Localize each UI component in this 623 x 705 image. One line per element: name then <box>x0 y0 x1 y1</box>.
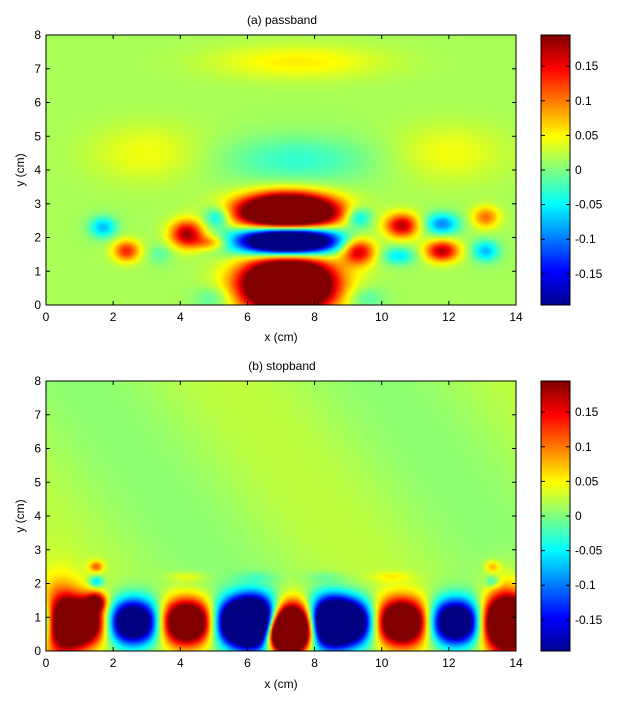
y-tick-label: 3 <box>34 543 41 557</box>
y-tick-label: 1 <box>34 264 41 278</box>
y-tick-label: 4 <box>34 163 41 177</box>
colorbar-tick-label: 0 <box>575 163 582 177</box>
colorbar-tick-label: 0.05 <box>575 128 599 142</box>
y-tick-label: 2 <box>34 577 41 591</box>
colorbar-tick-label: 0.1 <box>575 94 592 108</box>
y-tick-label: 2 <box>34 231 41 245</box>
x-tick-label: 8 <box>311 310 318 324</box>
chart-title: (b) stopband <box>248 359 315 373</box>
y-axis-label: y (cm) <box>13 499 27 532</box>
x-tick-label: 10 <box>375 310 389 324</box>
colorbar-tick-label: -0.05 <box>575 544 603 558</box>
x-tick-label: 2 <box>110 310 117 324</box>
y-tick-label: 3 <box>34 197 41 211</box>
x-tick-label: 2 <box>110 656 117 670</box>
y-tick-label: 4 <box>34 509 41 523</box>
y-axis-label: y (cm) <box>13 153 27 186</box>
x-tick-label: 6 <box>244 656 251 670</box>
colorbar-tick-label: -0.15 <box>575 613 603 627</box>
x-tick-label: 10 <box>375 656 389 670</box>
x-tick-label: 4 <box>177 310 184 324</box>
colorbar <box>540 34 571 306</box>
y-tick-label: 1 <box>34 610 41 624</box>
x-tick-label: 12 <box>442 656 456 670</box>
colorbar-tick-label: 0.1 <box>575 440 592 454</box>
y-tick-label: 0 <box>34 298 41 312</box>
colorbar-ticks: -0.15 -0.1 -0.05 0 0.05 0.1 0.15 <box>541 59 603 281</box>
x-tick-label: 8 <box>311 656 318 670</box>
y-tick-label: 6 <box>34 442 41 456</box>
colorbar-tick-label: -0.1 <box>575 232 596 246</box>
colorbar-tick-label: 0.15 <box>575 405 599 419</box>
chart-title: (a) passband <box>247 13 317 27</box>
y-tick-label: 7 <box>34 408 41 422</box>
colorbar-tick-label: 0 <box>575 509 582 523</box>
x-axis-label: x (cm) <box>264 677 297 691</box>
colorbar-tick-label: -0.15 <box>575 267 603 281</box>
y-tick-label: 5 <box>34 129 41 143</box>
colorbar-ticks: -0.15 -0.1 -0.05 0 0.05 0.1 0.15 <box>541 405 603 627</box>
x-tick-label: 14 <box>509 656 523 670</box>
x-tick-label: 0 <box>43 656 50 670</box>
x-axis-label: x (cm) <box>264 330 297 344</box>
x-tick-label: 6 <box>244 310 251 324</box>
colorbar-tick-label: -0.1 <box>575 578 596 592</box>
colorbar-tick-label: 0.15 <box>575 59 599 73</box>
y-tick-label: 8 <box>34 28 41 42</box>
x-tick-label: 12 <box>442 310 456 324</box>
colorbar-tick-label: 0.05 <box>575 474 599 488</box>
heatmap-image-stopband <box>46 381 516 651</box>
colorbar <box>540 380 571 652</box>
x-tick-label: 4 <box>177 656 184 670</box>
y-tick-label: 5 <box>34 475 41 489</box>
y-tick-label: 8 <box>34 374 41 388</box>
y-tick-label: 7 <box>34 62 41 76</box>
y-tick-label: 0 <box>34 644 41 658</box>
colorbar-tick-label: -0.05 <box>575 198 603 212</box>
heatmap-image-passband <box>46 35 516 305</box>
x-tick-label: 14 <box>509 310 523 324</box>
y-tick-label: 6 <box>34 96 41 110</box>
x-tick-label: 0 <box>43 310 50 324</box>
